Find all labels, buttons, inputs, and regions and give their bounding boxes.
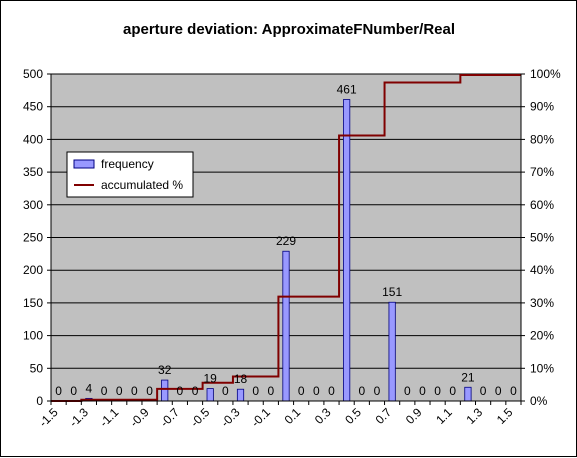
- x-axis-tick-label: 0.5: [342, 405, 364, 427]
- x-axis-tick-label: -1.1: [97, 405, 122, 430]
- x-axis-tick-label: -0.1: [248, 405, 273, 430]
- bar-data-label: 461: [337, 83, 357, 97]
- right-axis-tick-label: 100%: [530, 67, 561, 81]
- x-axis-tick-label: 1.3: [464, 405, 486, 427]
- bar-data-label: 0: [510, 384, 517, 398]
- x-axis-tick-label: 1.1: [433, 405, 455, 427]
- x-axis-tick-label: 0.9: [403, 405, 425, 427]
- bar-data-label: 21: [461, 370, 475, 384]
- x-axis-tick-label: -0.9: [127, 405, 152, 430]
- x-axis-tick-label: -0.3: [218, 405, 243, 430]
- bar-data-label: 0: [177, 384, 184, 398]
- bar-data-label: 0: [404, 384, 411, 398]
- chart-title: aperture deviation: ApproximateFNumber/R…: [123, 21, 455, 38]
- bar-data-label: 4: [86, 381, 93, 395]
- bar-data-label: 0: [101, 384, 108, 398]
- frequency-bar: [207, 389, 213, 401]
- bar-data-label: 0: [298, 384, 305, 398]
- left-axis-tick-label: 0: [36, 394, 43, 408]
- bar-data-label: 0: [313, 384, 320, 398]
- frequency-bar: [162, 380, 168, 401]
- x-axis-tick-label: -1.3: [66, 405, 91, 430]
- left-axis-tick-label: 300: [23, 198, 43, 212]
- left-axis-tick-label: 50: [30, 361, 44, 375]
- x-axis-tick-label: -0.7: [157, 405, 182, 430]
- right-axis-tick-label: 90%: [530, 100, 554, 114]
- left-axis-tick-label: 100: [23, 329, 43, 343]
- bar-data-label: 0: [328, 384, 335, 398]
- x-axis-tick-label: 1.5: [494, 405, 516, 427]
- bar-data-label: 19: [204, 372, 218, 386]
- bar-data-label: 0: [419, 384, 426, 398]
- frequency-bar: [283, 251, 289, 401]
- bar-data-label: 18: [234, 372, 248, 386]
- right-axis-tick-label: 0%: [530, 394, 548, 408]
- x-axis-tick-label: -0.5: [188, 405, 213, 430]
- left-axis-tick-label: 400: [23, 132, 43, 146]
- right-axis-tick-label: 50%: [530, 231, 554, 245]
- frequency-bar: [465, 387, 471, 401]
- bar-data-label: 0: [267, 384, 274, 398]
- right-axis-tick-label: 70%: [530, 165, 554, 179]
- bar-data-label: 0: [222, 384, 229, 398]
- bar-data-label: 0: [358, 384, 365, 398]
- right-axis-tick-label: 80%: [530, 132, 554, 146]
- x-axis-tick-label: -1.5: [36, 405, 61, 430]
- left-axis-tick-label: 150: [23, 296, 43, 310]
- right-axis-tick-label: 20%: [530, 329, 554, 343]
- bar-data-label: 0: [252, 384, 259, 398]
- bar-data-label: 0: [374, 384, 381, 398]
- bar-data-label: 0: [192, 384, 199, 398]
- legend-frequency-swatch: [74, 160, 94, 168]
- bar-data-label: 229: [276, 234, 296, 248]
- bar-data-label: 0: [495, 384, 502, 398]
- frequency-bar: [343, 100, 349, 401]
- bar-data-label: 0: [116, 384, 123, 398]
- x-axis-tick-label: 0.1: [282, 405, 304, 427]
- bar-data-label: 0: [70, 384, 77, 398]
- bar-data-label: 0: [480, 384, 487, 398]
- right-axis-tick-label: 60%: [530, 198, 554, 212]
- legend-frequency-label: frequency: [101, 157, 154, 171]
- left-axis-tick-label: 250: [23, 231, 43, 245]
- right-axis-tick-label: 40%: [530, 263, 554, 277]
- frequency-bar: [237, 389, 243, 401]
- bar-data-label: 32: [158, 363, 172, 377]
- bar-data-label: 0: [434, 384, 441, 398]
- bar-data-label: 0: [55, 384, 62, 398]
- bar-data-label: 151: [382, 285, 402, 299]
- bar-data-label: 0: [131, 384, 138, 398]
- left-axis-tick-label: 350: [23, 165, 43, 179]
- legend: frequency accumulated %: [67, 152, 193, 197]
- left-axis-tick-label: 450: [23, 100, 43, 114]
- x-axis-tick-label: 0.7: [373, 405, 395, 427]
- bar-data-label: 0: [449, 384, 456, 398]
- legend-accumulated-label: accumulated %: [101, 178, 183, 192]
- x-axis-tick-label: 0.3: [312, 405, 334, 427]
- left-axis-tick-label: 200: [23, 263, 43, 277]
- right-axis-tick-label: 10%: [530, 361, 554, 375]
- bar-data-label: 0: [146, 384, 153, 398]
- left-axis-tick-label: 500: [23, 67, 43, 81]
- frequency-bar: [389, 302, 395, 401]
- right-axis-tick-label: 30%: [530, 296, 554, 310]
